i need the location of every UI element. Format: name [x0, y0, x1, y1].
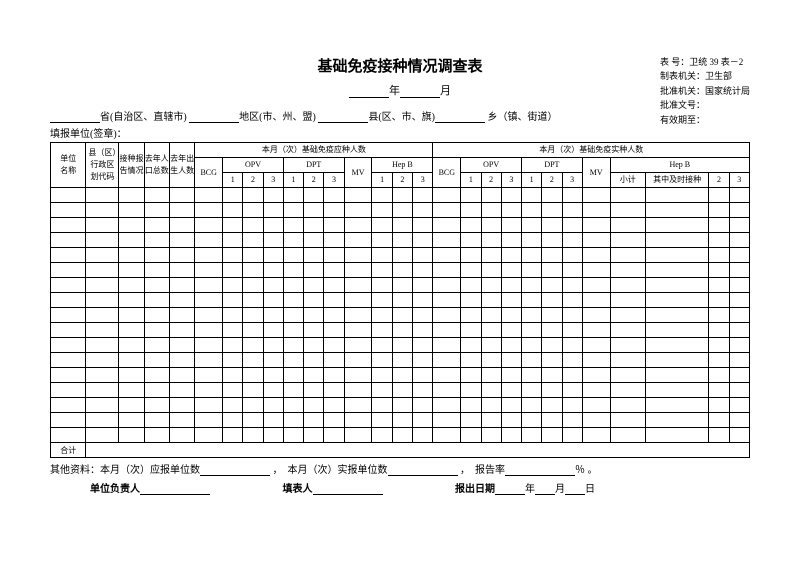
table-row	[51, 383, 750, 398]
h-lastyear-pop: 去年人口总数	[144, 143, 169, 188]
meta-block: 表 号：卫统 39 表－2 制表机关：卫生部 批准机关：国家统计局 批准文号： …	[660, 55, 750, 127]
footer-stats: 其他资料：本月（次）应报单位数 ， 本月（次）实报单位数 ， 报告率％ 。	[50, 461, 750, 476]
table-row	[51, 398, 750, 413]
table-row	[51, 353, 750, 368]
h-unit: 单位 名称	[51, 143, 86, 188]
h-county-code: 县（区）行政区划代码	[86, 143, 119, 188]
main-table: 单位 名称 县（区）行政区划代码 接种报告情况 去年人口总数 去年出生人数 本月…	[50, 142, 750, 458]
fill-org: 填报单位(签章)：	[50, 125, 750, 140]
h-group-due: 本月（次）基础免疫应种人数	[195, 143, 433, 158]
total-row: 合计	[51, 443, 750, 458]
table-row	[51, 278, 750, 293]
h-group-done: 本月（次）基础免疫实种人数	[433, 143, 750, 158]
footer-sign: 单位负责人 填表人 报出日期年月日	[50, 480, 750, 495]
table-body	[51, 188, 750, 443]
table-row	[51, 428, 750, 443]
location-line: 省(自治区、直辖市) 地区(市、州、盟) 县(区、市、旗) 乡（镇、街道）	[50, 108, 750, 123]
table-row	[51, 368, 750, 383]
table-row	[51, 413, 750, 428]
table-row	[51, 338, 750, 353]
meta-approve-no: 批准文号：	[660, 98, 750, 112]
table-row	[51, 293, 750, 308]
table-row	[51, 323, 750, 338]
date-line: 年月	[50, 82, 750, 98]
table-row	[51, 308, 750, 323]
meta-form-no: 表 号：卫统 39 表－2	[660, 55, 750, 69]
table-row	[51, 203, 750, 218]
page-title: 基础免疫接种情况调查表	[50, 55, 750, 76]
h-lastyear-birth: 去年出生人数	[169, 143, 194, 188]
table-row	[51, 248, 750, 263]
table-row	[51, 263, 750, 278]
meta-valid: 有效期至：	[660, 113, 750, 127]
table-row	[51, 188, 750, 203]
meta-maker: 制表机关：卫生部	[660, 69, 750, 83]
table-row	[51, 218, 750, 233]
h-report-status: 接种报告情况	[119, 143, 144, 188]
meta-approver: 批准机关：国家统计局	[660, 84, 750, 98]
table-row	[51, 233, 750, 248]
